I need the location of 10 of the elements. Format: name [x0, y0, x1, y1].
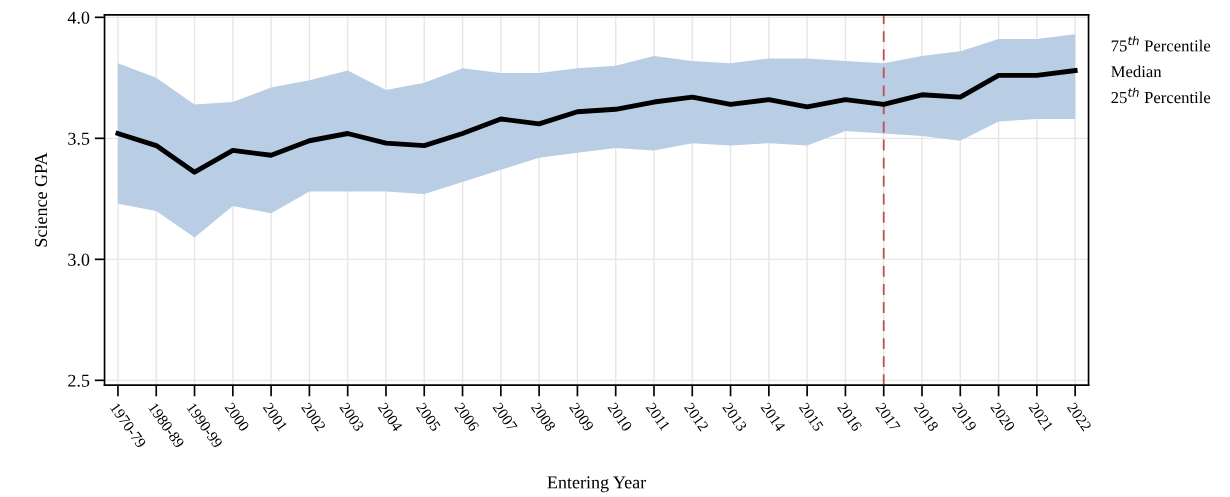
line-series — [115, 68, 1078, 175]
y-tick-label: 2.5 — [68, 374, 90, 387]
text: 25$^{th}$ Percentile — [1111, 87, 1211, 104]
y-tick-label: 3.5 — [68, 132, 90, 145]
text: Median — [1111, 65, 1162, 78]
y-tick-label: 4.0 — [67, 11, 90, 24]
y-tick-label: 3.0 — [68, 253, 90, 266]
x-axis-title: Entering Year — [547, 476, 647, 493]
y-axis-title: Science GPA — [34, 152, 48, 247]
text: 75$^{th}$ Percentile — [1111, 36, 1211, 52]
